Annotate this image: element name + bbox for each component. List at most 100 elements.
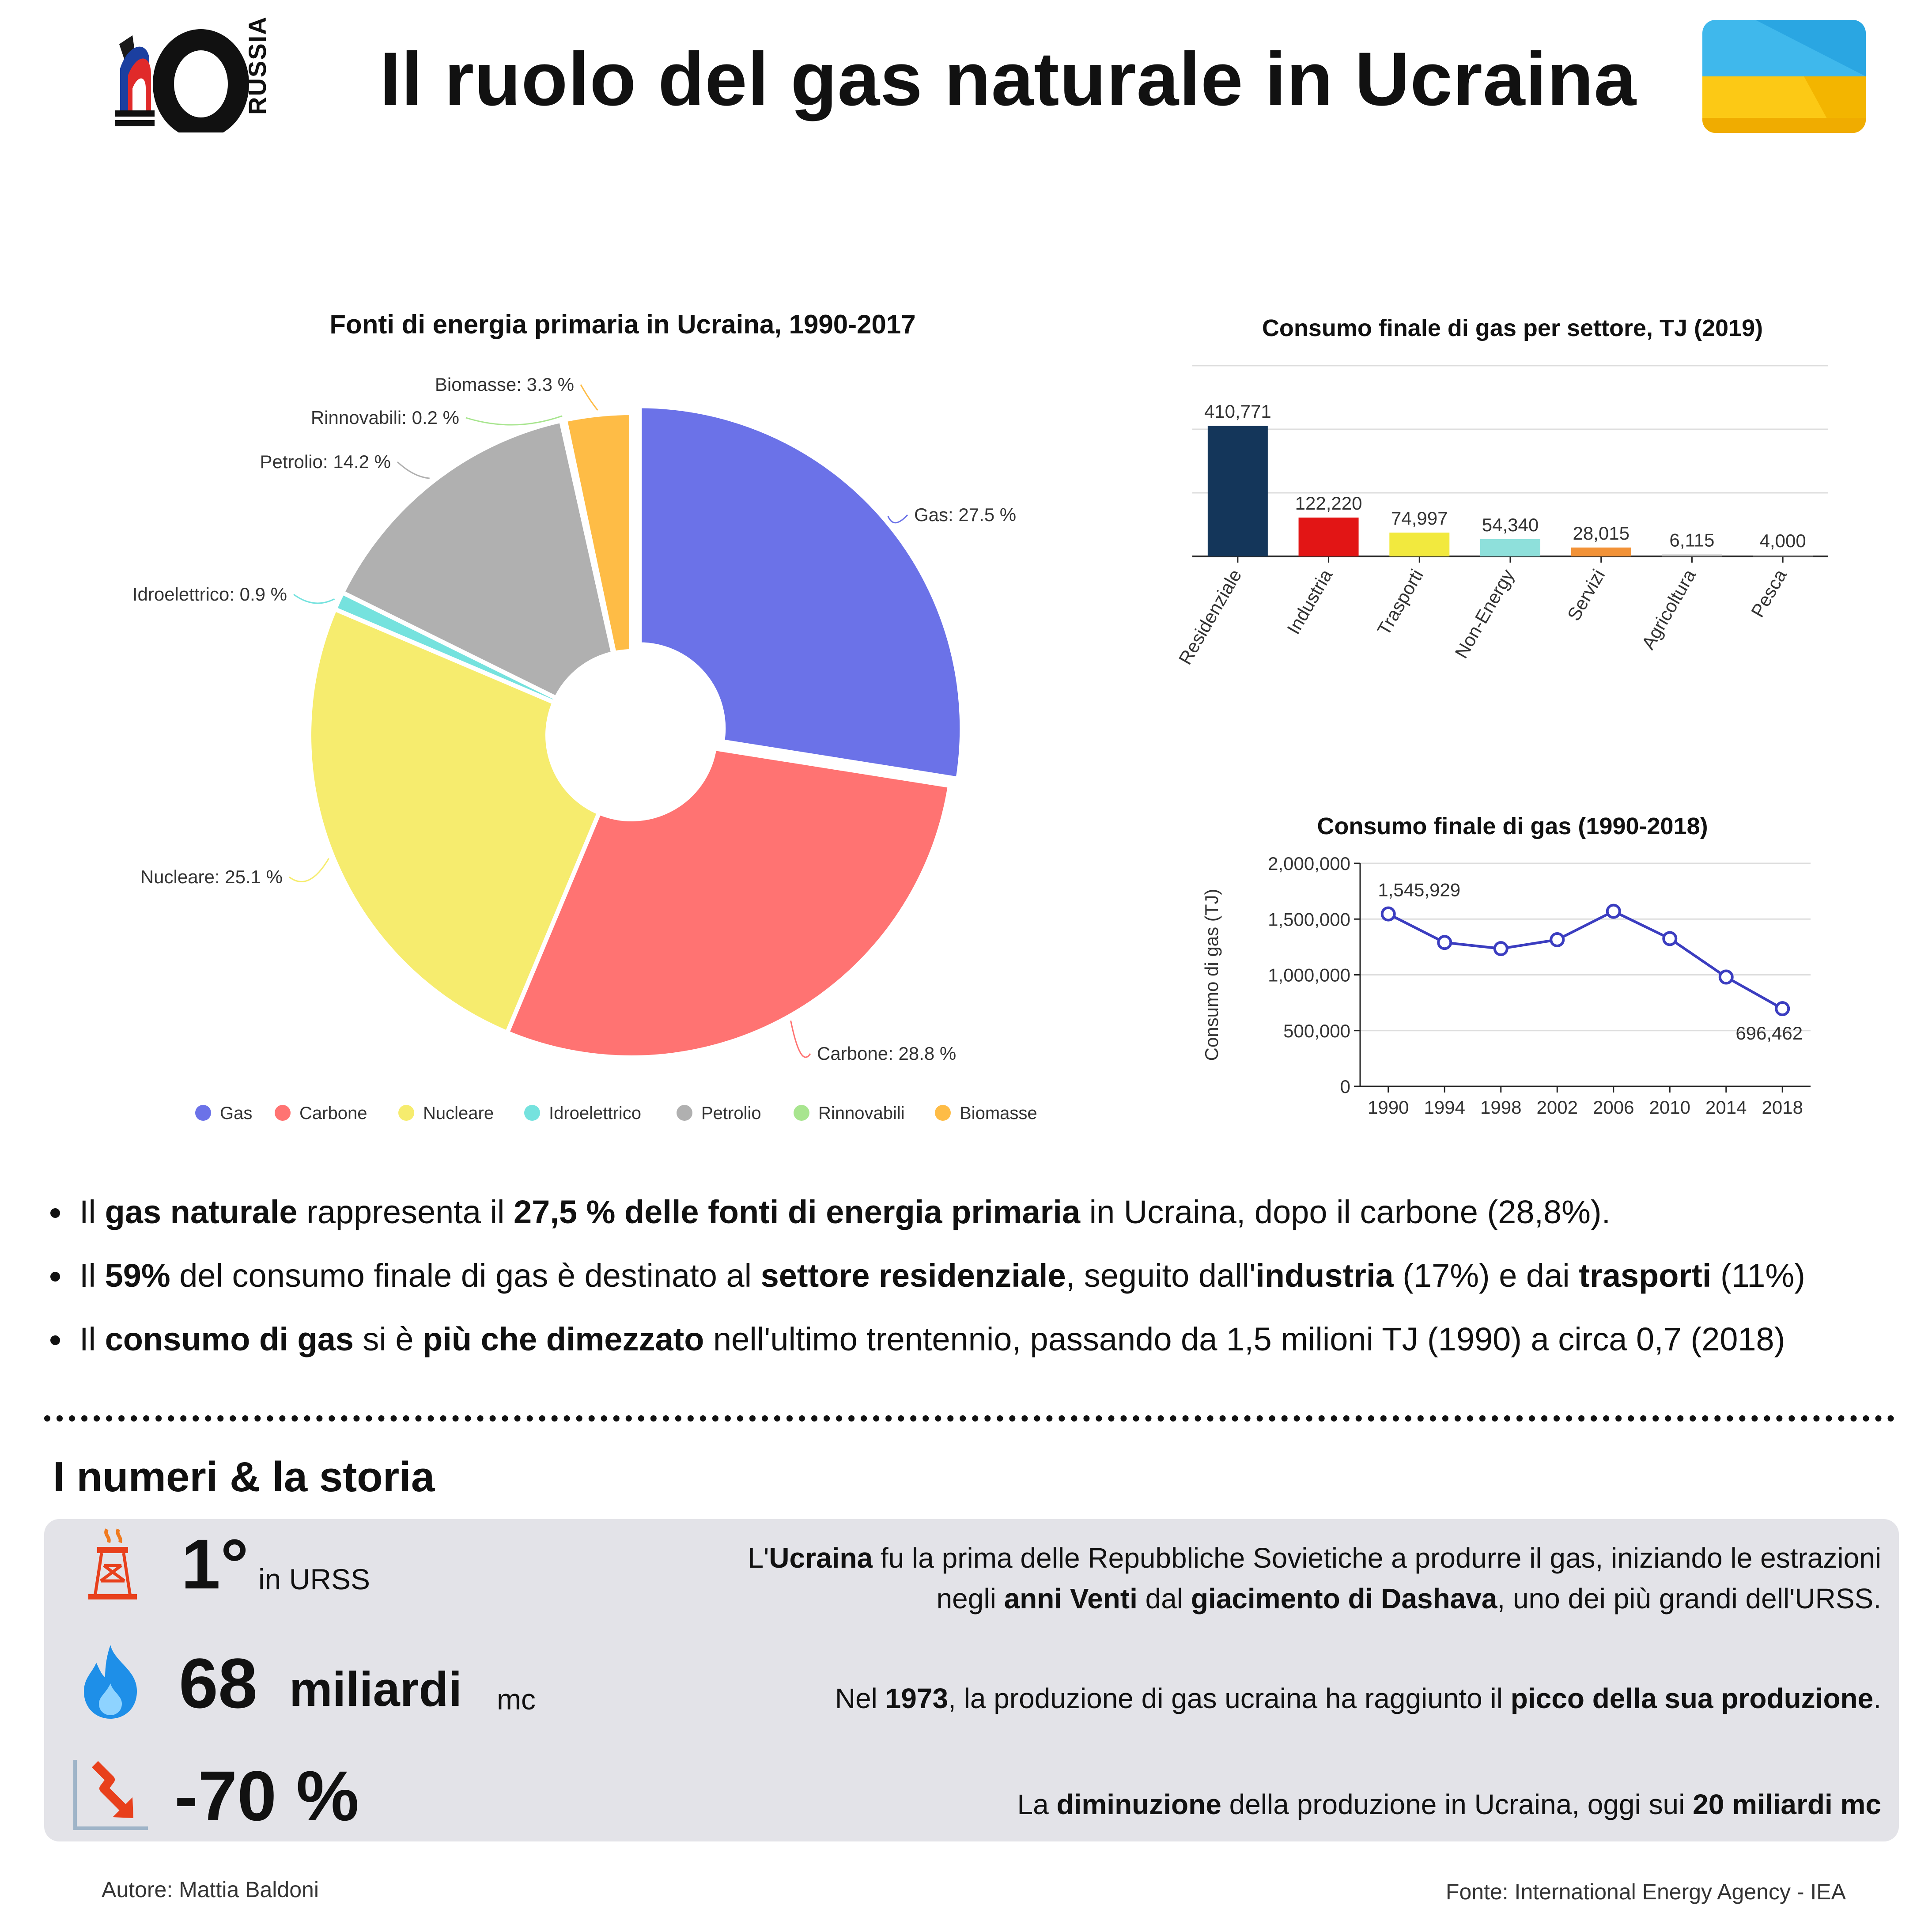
bar-value-label-residenziale: 410,771 [1204,401,1271,422]
key-fact-1-run-1: gas naturale [105,1194,298,1230]
key-fact-2-run-0: Il [79,1257,105,1294]
legend-marker-petrolio [677,1105,692,1121]
line-xtick-label-2010: 2010 [1649,1097,1690,1118]
line-ytick-label: 2,000,000 [1268,853,1350,874]
key-fact-2-run-5: industria [1255,1257,1394,1294]
line-point-1998 [1493,941,1509,957]
stat-3-desc-line-1: La diminuzione della produzione in Ucrai… [1017,1784,1881,1825]
line-point-1994 [1437,935,1452,950]
line-point-2010 [1662,931,1678,946]
bar-servizi [1571,547,1631,556]
key-fact-1: Il gas naturale rappresenta il 27,5 % de… [44,1192,1908,1232]
stat-3-line-1-run-2: della produzione in Ucraina, oggi sui [1221,1788,1693,1820]
stat-2-unit: mc [497,1683,536,1716]
pie-label-rinnovabili: Rinnovabili: 0.2 % [311,407,459,428]
pie-label-petrolio: Petrolio: 14.2 % [260,451,391,472]
pie-label-carbone: Carbone: 28.8 % [817,1043,956,1064]
stat-1-unit: in URSS [258,1563,371,1596]
key-fact-1-run-3: 27,5 % delle fonti di energia primaria [514,1194,1081,1230]
bar-industria [1298,518,1359,556]
gas-rig-icon [84,1526,141,1603]
footer-source: Fonte: International Energy Agency - IEA [1445,1879,1846,1904]
legend-label-rinnovabili: Rinnovabili [818,1104,905,1123]
bar-category-label-trasporti: Trasporti [1373,566,1427,639]
bar-category-label-servizi: Servizi [1563,566,1609,624]
pie-slice-petrolio [339,418,616,701]
line-xtick-label-2006: 2006 [1593,1097,1634,1118]
pie-slice-nucleare [307,606,602,1036]
stat-2-line-1-run-2: , la produzione di gas ucraina ha raggiu… [948,1682,1511,1714]
line-xtick-label-1994: 1994 [1424,1097,1465,1118]
dotted-divider [44,1415,1894,1422]
stat-2-description: Nel 1973, la produzione di gas ucraina h… [835,1678,1881,1719]
stat-1-value: 1° [181,1524,249,1603]
footer-author: Autore: Mattia Baldoni [102,1877,319,1902]
legend-marker-gas [195,1105,211,1121]
line-series [1388,910,1783,1010]
decline-arrow-icon [71,1755,150,1835]
stat-2-line-1-run-3: picco della sua produzione [1510,1682,1874,1714]
legend-label-petrolio: Petrolio [701,1104,761,1123]
logo: RUSSIA [110,16,278,139]
key-fact-2: Il 59% del consumo finale di gas è desti… [44,1256,1908,1296]
line-data-label-1990: 1,545,929 [1378,880,1460,900]
line-ytick-label: 500,000 [1283,1021,1350,1041]
bar-category-label-industria: Industria [1283,565,1337,638]
line-ytick-label: 1,500,000 [1268,909,1350,930]
line-xtick-label-2002: 2002 [1537,1097,1578,1118]
key-fact-1-run-4: in Ucraina, dopo il carbone (28,8%). [1080,1194,1611,1230]
ukraine-flag-icon [1702,20,1866,135]
pie-label-nucleare: Nucleare: 25.1 % [140,866,283,887]
pie-slice-biomasse [562,410,634,656]
line-data-label-2018: 696,462 [1735,1023,1803,1044]
bar-value-label-servizi: 28,015 [1573,523,1629,544]
key-fact-3-run-4: nell'ultimo trentennio, passando da 1,5 … [704,1321,1785,1357]
key-fact-3-run-1: consumo di gas [105,1321,354,1357]
key-fact-2-run-4: , seguito dall' [1066,1257,1256,1294]
stat-1-line-2-run-1: anni Venti [1004,1583,1138,1614]
legend-label-idroelettrico: Idroelettrico [549,1104,641,1123]
bar-value-label-non-energy: 54,340 [1482,514,1539,535]
stat-3-value: -70 % [174,1756,359,1835]
stat-1-description: L'Ucraina fu la prima delle Repubbliche … [748,1538,1881,1619]
stat-3-line-1-run-3: 20 miliardi mc [1693,1788,1881,1820]
line-ytick-label: 0 [1340,1076,1350,1097]
stat-1-line-2-run-2: dal [1137,1583,1191,1614]
key-fact-2-run-1: 59% [105,1257,170,1294]
bar-category-label-pesca: Pesca [1747,565,1791,620]
bar-category-label-agricoltura: Agricoltura [1637,565,1700,653]
stat-1-line-2-run-3: giacimento di Dashava [1191,1583,1497,1614]
key-fact-3-run-3: più che dimezzato [423,1321,704,1357]
bar-non-energy [1480,539,1540,556]
line-xtick-label-2014: 2014 [1705,1097,1747,1118]
stat-2-value: 68 [179,1644,257,1723]
pie-slice-carbone [504,746,953,1060]
key-fact-3: Il consumo di gas si è più che dimezzato… [44,1320,1908,1359]
pie-label-idroelettrico: Idroelettrico: 0.9 % [132,584,287,605]
line-point-2018 [1775,1001,1790,1017]
primary-energy-pie-chart: Gas: 27.5 % Carbone: 28.8 % Nucleare: 25.1… [132,374,1037,1123]
line-y-axis-label: Consumo di gas (TJ) [1201,889,1222,1061]
legend-label-carbone: Carbone [299,1104,367,1123]
bar-category-label-non-energy: Non-Energy [1451,566,1518,662]
bar-category-label-residenziale: Residenziale [1175,566,1246,668]
stat-3-description: La diminuzione della produzione in Ucrai… [1017,1784,1881,1825]
line-point-1990 [1380,906,1396,922]
legend-marker-carbone [275,1105,291,1121]
stats-heading: I numeri & la storia [53,1453,435,1501]
bar-value-label-agricoltura: 6,115 [1669,530,1714,551]
stat-1-desc-line-2: negli anni Venti dal giacimento di Dasha… [748,1578,1881,1619]
line-xtick-label-1990: 1990 [1368,1097,1409,1118]
bar-value-label-pesca: 4,000 [1760,530,1806,551]
stat-1-line-1-run-1: Ucraina [769,1542,873,1574]
logo-text: RUSSIA [243,16,271,115]
stats-panel [44,1519,1899,1841]
gas-consumption-line-chart: 0 500,000 1,000,000 1,500,000 2,000,000 Consu… [1201,853,1811,1118]
pie-leader-carbone [790,1020,811,1058]
gas-flame-icon [79,1643,141,1722]
legend-marker-biomasse [935,1105,951,1121]
pie-leader-petrolio [397,461,430,479]
legend-label-nucleare: Nucleare [423,1104,494,1123]
legend-label-biomasse: Biomasse [960,1104,1037,1123]
stat-2-value-suffix: miliardi [289,1662,462,1716]
